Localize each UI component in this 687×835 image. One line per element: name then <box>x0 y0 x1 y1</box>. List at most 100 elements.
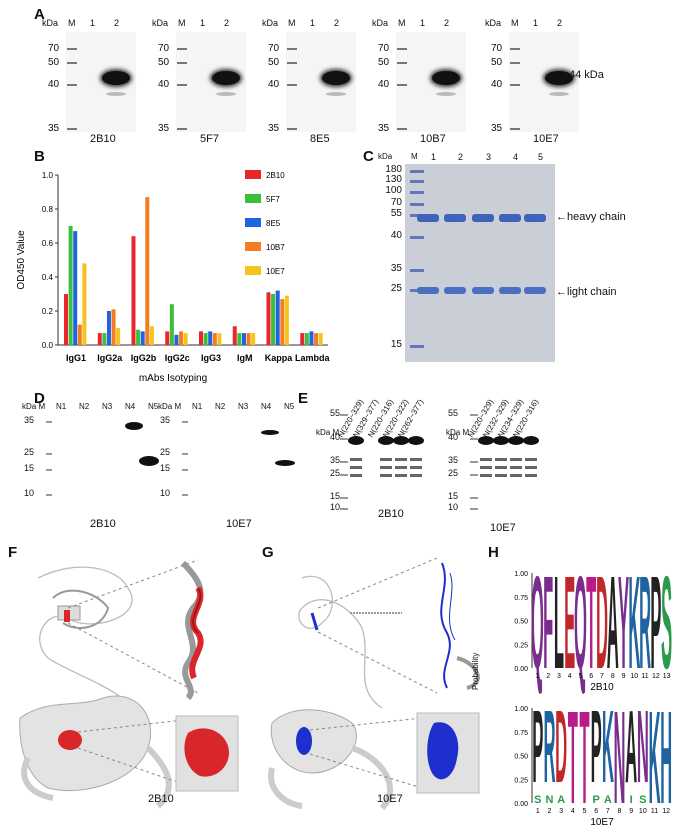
ladder-band <box>182 421 188 423</box>
logo-sub-letter: A <box>557 794 565 806</box>
bar-8E5-IgG2b <box>140 331 145 345</box>
bar-10B7-IgG3 <box>212 333 217 345</box>
bar-10E7-IgG3 <box>217 333 222 345</box>
ladder-band <box>287 84 297 86</box>
blot-caption: 8E5 <box>310 133 330 145</box>
logo-position: 9 <box>629 808 633 815</box>
logo-sub-letter: S <box>639 794 646 806</box>
bar-8E5-IgM <box>241 333 246 345</box>
logo-sub-letter: S <box>534 794 541 806</box>
panel-a-arrow-label: ←44 kDa <box>558 69 604 81</box>
logo-position: 1 <box>535 673 539 680</box>
bar-5F7-IgG1 <box>68 226 73 345</box>
logo-letter: L <box>554 549 564 696</box>
ladder-band <box>410 170 424 173</box>
logo-position: 2 <box>548 808 552 815</box>
bar-10B7-IgG1 <box>77 324 82 345</box>
legend-label-10E7: 10E7 <box>266 267 285 276</box>
logo-letter: T <box>586 549 596 696</box>
x-tick-label: Kappa <box>265 353 294 363</box>
logo-ytick: 0.75 <box>514 595 528 602</box>
lane-2-label: 2 <box>224 18 230 28</box>
lane-1-label: 1 <box>200 18 206 28</box>
logo-letter: T <box>579 684 589 831</box>
marker-label: 25 <box>330 468 341 478</box>
ladder-band <box>397 62 407 64</box>
lane-2-label: 2 <box>114 18 120 28</box>
ladder-band <box>470 497 478 499</box>
ladder-band <box>340 438 348 440</box>
ladder-band <box>46 494 52 496</box>
bar-2B10-IgG1 <box>64 294 68 345</box>
ladder-band <box>340 474 348 476</box>
minor-band <box>480 474 492 477</box>
logo-ytick: 0.00 <box>514 666 528 673</box>
lane-m-label: M <box>68 18 76 28</box>
ladder-band <box>177 48 187 50</box>
minor-band <box>410 474 422 477</box>
minor-band <box>395 466 407 469</box>
logo-ytick: 0.50 <box>514 619 528 626</box>
lane-2-label: 2 <box>557 18 563 28</box>
ladder-band <box>177 62 187 64</box>
kda-label: kDa M <box>158 402 182 411</box>
minor-band <box>380 466 392 469</box>
bar-8E5-Lambda <box>309 331 314 345</box>
ladder-band <box>177 84 187 86</box>
marker-label: 40 <box>268 79 280 90</box>
blot-caption: 10E7 <box>226 518 252 530</box>
lane-label: N3 <box>102 402 113 411</box>
light-chain-label: ←light chain <box>556 286 617 298</box>
logo-sub-letter: A <box>604 794 612 806</box>
blot-caption: 10B7 <box>420 133 446 145</box>
lane-2-label: 2 <box>444 18 450 28</box>
panel-b-label: B <box>34 148 45 165</box>
marker-label: 70 <box>491 43 503 54</box>
marker-label: 35 <box>158 123 170 134</box>
ladder-band <box>340 414 348 416</box>
logo-letter: P <box>532 689 543 805</box>
ladder-band <box>510 48 520 50</box>
minor-band <box>380 474 392 477</box>
x-axis-label: mAbs Isotyping <box>139 373 207 384</box>
logo-letter: T <box>568 684 578 831</box>
kda-label: kDa <box>262 18 279 28</box>
minor-band <box>350 466 362 469</box>
minor-band <box>495 458 507 461</box>
x-tick-label: Lambda <box>295 353 331 363</box>
logo-ytick: 0.75 <box>514 730 528 737</box>
marker-label: 40 <box>158 79 170 90</box>
legend-label-5F7: 5F7 <box>266 195 280 204</box>
minor-band <box>410 466 422 469</box>
bar-10E7-Kappa <box>284 295 289 345</box>
lane-label: N5 <box>284 402 295 411</box>
legend-swatch-10E7 <box>245 266 261 275</box>
marker-label: 35 <box>378 123 390 134</box>
heavy-chain-band <box>524 214 546 222</box>
panel-a-blot-2B10: kDa M 1 2 70 50 40 35 2B10 <box>42 0 147 148</box>
main-band <box>393 436 409 445</box>
marker-label: 100 <box>385 185 402 196</box>
marker-label: 130 <box>385 174 402 185</box>
kda-label: kDa <box>152 18 169 28</box>
ladder-band <box>410 180 424 183</box>
logo-letter: Q <box>531 549 544 696</box>
bar-5F7-Kappa <box>271 294 276 345</box>
ladder-band <box>182 453 188 455</box>
ladder-band <box>340 461 348 463</box>
bar-5F7-IgG3 <box>203 333 208 345</box>
marker-label: 15 <box>160 463 171 473</box>
legend-label-10B7: 10B7 <box>266 243 285 252</box>
logo-caption: 10E7 <box>590 817 614 828</box>
bar-2B10-IgG2a <box>97 333 102 345</box>
lane-label: N4 <box>261 402 272 411</box>
logo-letter: S <box>661 549 672 696</box>
panel-g-caption: 10E7 <box>377 793 403 805</box>
heavy-chain-label: ←heavy chain <box>556 211 626 223</box>
marker-label: 70 <box>378 43 390 54</box>
ladder-band <box>46 421 52 423</box>
minor-band <box>495 474 507 477</box>
kda-label: kDa M <box>316 428 340 437</box>
minor-band <box>480 458 492 461</box>
ladder-band <box>397 128 407 130</box>
